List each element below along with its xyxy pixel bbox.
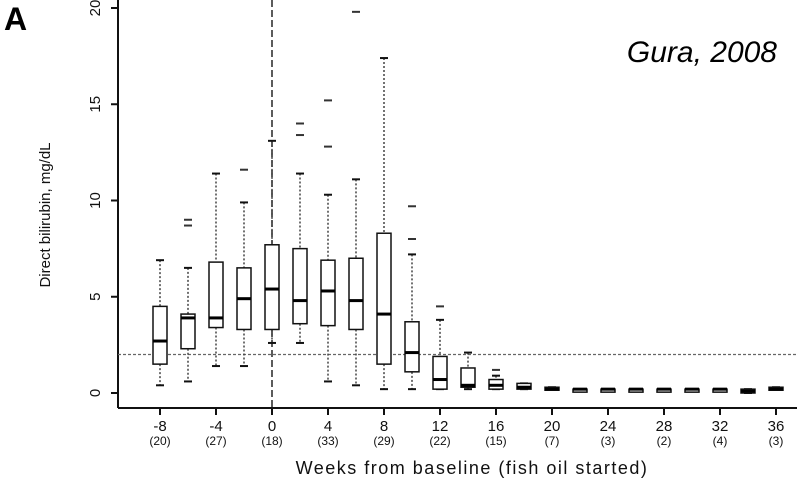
sample-size-label: (20) [149,434,170,448]
panel-letter: A [4,1,27,37]
x-tick-label: 24 [600,418,617,435]
box-iqr [432,355,448,390]
box-week-30 [684,387,700,393]
sample-size-label: (4) [713,434,728,448]
x-tick-label: 36 [768,418,785,435]
box-week-34 [740,388,756,394]
box-iqr [460,367,476,388]
box-week-4 [320,99,336,383]
box-week--6 [180,218,196,383]
sample-size-label: (3) [769,434,784,448]
sample-size-label: (2) [657,434,672,448]
box-iqr [180,313,196,350]
sample-size-label: (15) [485,434,506,448]
sample-size-label: (7) [545,434,560,448]
box-iqr [208,261,224,329]
box-week-20 [544,386,560,391]
x-tick-label: 12 [432,418,449,435]
box-week--4 [208,172,224,368]
box-week-32 [712,387,728,393]
x-tick-label: 32 [712,418,729,435]
x-tick-label: -8 [153,418,166,435]
sample-size-label: (18) [261,434,282,448]
sample-size-label: (3) [601,434,616,448]
box-week-28 [656,387,672,393]
source-annotation: Gura, 2008 [627,36,777,69]
x-tick-label: 28 [656,418,673,435]
y-axis-label: Direct bilirubin, mg/dL [37,142,54,287]
box-week-0 [264,139,280,344]
box-week-16 [488,368,504,391]
y-tick-label: 20 [87,0,104,16]
box-iqr [264,244,280,331]
sample-size-label: (33) [317,434,338,448]
box-week-18 [516,382,532,391]
y-tick-label: 15 [87,96,104,113]
box-iqr [292,247,308,325]
y-tick-label: 5 [87,293,104,301]
box-iqr [348,257,364,331]
x-tick-label: -4 [209,418,222,435]
box-week-26 [628,387,644,393]
box-week--2 [236,168,252,368]
box-week-8 [376,57,392,391]
box-week-14 [460,351,476,391]
box-week-6 [348,10,364,387]
sample-size-label: (27) [205,434,226,448]
sample-size-label: (29) [373,434,394,448]
x-tick-label: 16 [488,418,505,435]
sample-size-label: (22) [429,434,450,448]
box-week-24 [600,387,616,393]
x-axis-label: Weeks from baseline (fish oil started) [296,458,649,478]
box-week-12 [432,305,448,391]
box-week-36 [768,386,784,391]
x-tick-label: 4 [324,418,332,435]
box-iqr [404,321,420,373]
box-week-10 [404,205,420,391]
x-tick-label: 0 [268,418,276,435]
y-tick-label: 0 [87,389,104,397]
box-iqr [152,305,168,365]
box-week-22 [572,387,588,393]
y-tick-label: 10 [87,192,104,209]
box-iqr [320,259,336,327]
box-iqr [376,232,392,365]
x-tick-label: 20 [544,418,561,435]
box-week--8 [152,259,168,387]
box-week-2 [292,122,308,344]
x-tick-label: 8 [380,418,388,435]
